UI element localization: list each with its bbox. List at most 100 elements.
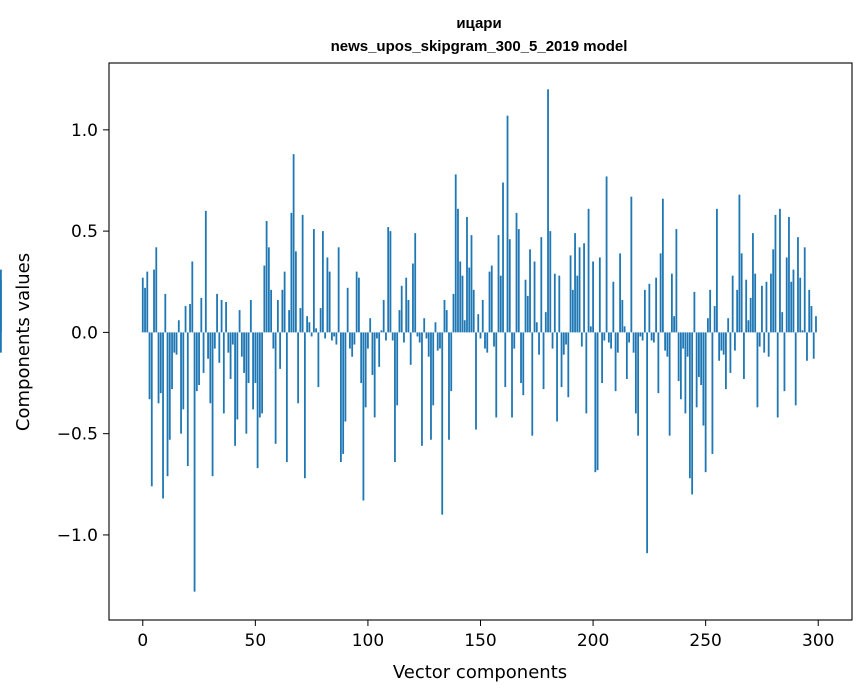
bar-3: [148, 332, 151, 400]
y-tick-label: −1.0: [57, 526, 98, 546]
bar-13: [171, 332, 173, 390]
bar-30: [209, 332, 212, 404]
bar-113: [396, 332, 399, 406]
bar-206: [605, 176, 608, 333]
bar-7: [157, 332, 160, 404]
bar-86: [335, 332, 338, 345]
y-tick-label: 1.0: [71, 121, 98, 141]
bar-122: [416, 332, 419, 337]
bar-88: [340, 332, 342, 463]
bar-133: [441, 332, 444, 515]
bar-298: [812, 332, 815, 359]
bar-219: [634, 332, 637, 414]
bar-210: [614, 332, 617, 392]
bar-108: [385, 332, 387, 341]
bar-245: [693, 291, 696, 333]
bar-284: [781, 312, 784, 333]
bar-138: [452, 293, 455, 333]
bar-196: [583, 243, 585, 333]
bar-163: [508, 239, 511, 333]
bar-0: [141, 277, 144, 333]
bar-152: [484, 332, 486, 349]
bar-19: [184, 306, 187, 333]
bar-293: [801, 330, 804, 333]
bar-253: [711, 332, 714, 454]
bar-187: [562, 332, 565, 355]
bar-130: [434, 322, 437, 333]
bar-40: [231, 332, 234, 345]
bar-128: [430, 332, 432, 440]
bar-283: [779, 208, 781, 333]
bar-265: [738, 194, 741, 333]
bar-279: [770, 273, 772, 333]
bar-57: [270, 289, 273, 333]
bar-101: [369, 318, 372, 333]
bar-90: [344, 332, 347, 422]
bar-155: [490, 265, 493, 333]
x-tick-label: 200: [577, 631, 609, 651]
bar-26: [200, 297, 203, 333]
bar-195: [580, 332, 583, 347]
bar-129: [432, 332, 435, 406]
bar-102: [371, 332, 374, 375]
bar-147: [472, 289, 475, 333]
bar-286: [785, 257, 788, 333]
bar-78: [317, 332, 320, 388]
bar-44: [240, 332, 243, 357]
bar-43: [238, 310, 241, 333]
bar-undefined: [0, 279, 2, 333]
bar-217: [630, 196, 633, 333]
bar-236: [673, 316, 676, 333]
bar-272: [754, 273, 757, 333]
bar-41: [234, 332, 236, 446]
bar-116: [403, 332, 405, 343]
bar-56: [267, 247, 270, 333]
bar-176: [538, 332, 540, 355]
bar-28: [204, 210, 207, 333]
bar-65: [288, 310, 291, 333]
bar-193: [576, 275, 579, 333]
bar-204: [601, 332, 603, 384]
x-axis-ticks: 0 50 100 150 200 250 300: [137, 620, 834, 651]
bar-175: [535, 322, 538, 333]
x-axis-label: Vector components: [393, 662, 567, 683]
bar-33: [216, 293, 218, 333]
bar-160: [502, 182, 504, 333]
bar-211: [616, 332, 619, 353]
bar-157: [495, 332, 498, 418]
bar-36: [222, 332, 225, 414]
bar-179: [544, 312, 547, 333]
x-tick-label: 250: [689, 631, 721, 651]
x-tick-label: 150: [464, 631, 496, 651]
bar-194: [578, 247, 581, 333]
bar-39: [229, 332, 232, 379]
bar-66: [290, 212, 293, 333]
bar-143: [463, 320, 466, 333]
bar-81: [324, 332, 327, 339]
bar-173: [531, 332, 534, 436]
bar-247: [698, 332, 700, 377]
bar-240: [682, 332, 685, 349]
bar-107: [382, 299, 385, 333]
bar-281: [774, 214, 777, 333]
bar-171: [526, 295, 529, 333]
bar-undefined: [0, 332, 2, 353]
bar-137: [450, 332, 453, 392]
bar-264: [736, 289, 739, 333]
bar-38: [227, 332, 230, 353]
bar-213: [621, 299, 624, 333]
bar-142: [461, 275, 464, 333]
plot-frame: [108, 62, 853, 621]
bar-82: [326, 257, 329, 333]
bar-254: [713, 306, 716, 333]
bar-42: [236, 332, 239, 420]
bar-85: [333, 332, 336, 337]
bar-295: [806, 332, 808, 361]
bar-84: [331, 332, 333, 341]
bar-16: [177, 320, 180, 333]
bar-162: [506, 115, 509, 333]
bar-132: [439, 332, 441, 349]
bar-6: [155, 247, 158, 333]
bar-27: [202, 332, 205, 373]
bar-104: [376, 332, 378, 339]
